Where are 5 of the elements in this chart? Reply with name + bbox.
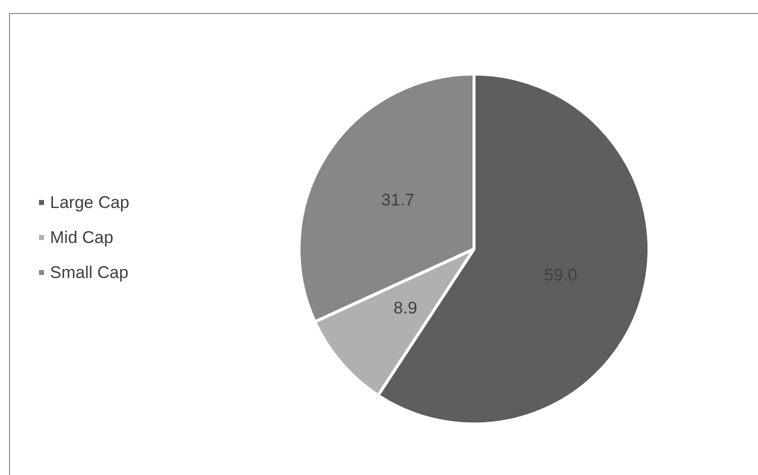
- data-label: 8.9: [394, 298, 418, 318]
- legend-label: Mid Cap: [50, 228, 114, 247]
- data-label: 31.7: [381, 190, 414, 210]
- legend-label: Small Cap: [50, 263, 128, 282]
- legend-label: Large Cap: [50, 193, 130, 212]
